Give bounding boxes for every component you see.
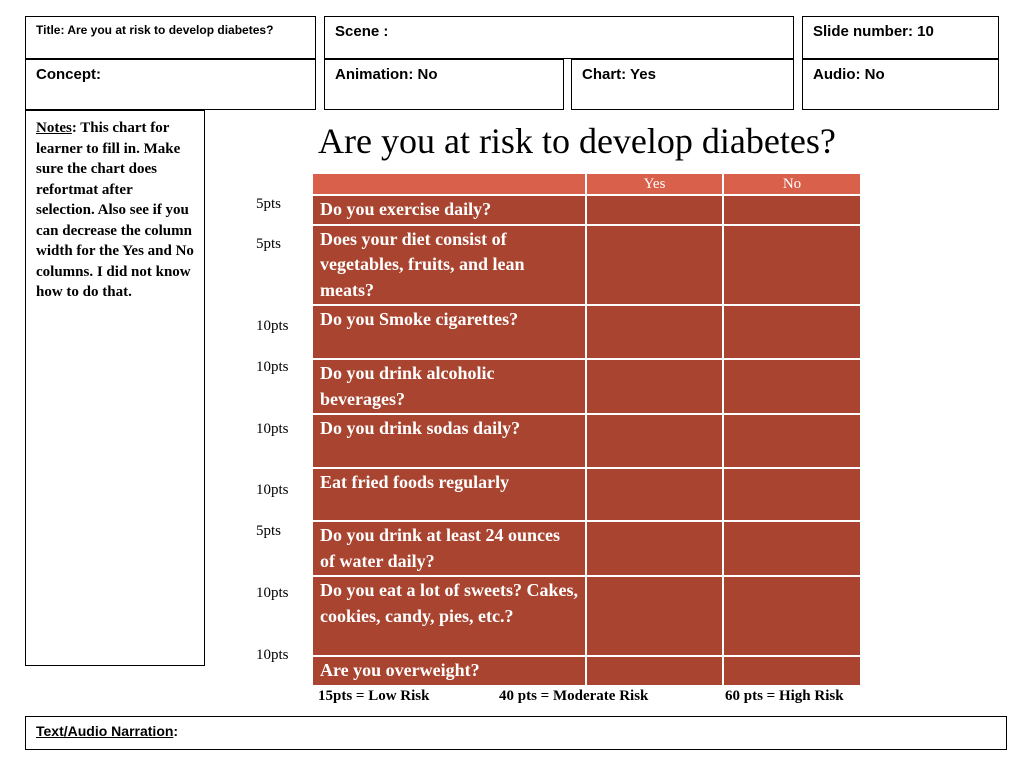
scene-text: Scene : (335, 23, 389, 40)
question-cell: Are you overweight? (311, 655, 587, 687)
notes-text: : This chart for learner to fill in. Mak… (36, 120, 194, 300)
points-label: 10pts (256, 359, 289, 375)
no-cell[interactable] (722, 467, 862, 522)
points-label: 10pts (256, 647, 289, 663)
slide-heading: Are you at risk to develop diabetes? (318, 121, 836, 161)
yes-cell[interactable] (585, 358, 724, 415)
no-cell[interactable] (722, 223, 862, 306)
no-cell[interactable] (722, 655, 862, 687)
animation-cell: Animation: No (324, 59, 564, 110)
yes-cell[interactable] (585, 655, 724, 687)
table-row: Do you drink at least 24 ounces of water… (311, 520, 862, 577)
table-header-row: Yes No (311, 172, 862, 196)
table-row: Do you drink alcoholic beverages? (311, 358, 862, 415)
yes-cell[interactable] (585, 520, 724, 577)
no-cell[interactable] (722, 575, 862, 657)
table-row: Do you exercise daily? (311, 194, 862, 226)
yes-cell[interactable] (585, 413, 724, 469)
question-cell: Do you drink at least 24 ounces of water… (311, 520, 587, 577)
audio-text: Audio: No (813, 66, 885, 83)
column-header-question (311, 172, 587, 196)
column-header-no: No (722, 172, 862, 196)
title-cell: Title: Are you at risk to develop diabet… (25, 16, 316, 59)
legend-moderate-risk: 40 pts = Moderate Risk (499, 688, 649, 704)
notes-label: Notes (36, 120, 72, 136)
no-cell[interactable] (722, 194, 862, 226)
yes-cell[interactable] (585, 575, 724, 657)
no-cell[interactable] (722, 413, 862, 469)
table-row: Are you overweight? (311, 655, 862, 687)
chart-text: Chart: Yes (582, 66, 656, 83)
notes-panel: Notes: This chart for learner to fill in… (25, 110, 205, 666)
narration-suffix: : (173, 723, 179, 739)
yes-cell[interactable] (585, 223, 724, 306)
slide-number-text: Slide number: 10 (813, 23, 934, 40)
question-cell: Eat fried foods regularly (311, 467, 587, 522)
points-label: 10pts (256, 585, 289, 601)
no-cell[interactable] (722, 520, 862, 577)
risk-table: Yes No Do you exercise daily? Does your … (311, 172, 862, 687)
question-cell: Do you eat a lot of sweets? Cakes, cooki… (311, 575, 587, 657)
chart-cell: Chart: Yes (571, 59, 794, 110)
question-cell: Do you drink sodas daily? (311, 413, 587, 469)
concept-cell: Concept: (25, 59, 316, 110)
yes-cell[interactable] (585, 194, 724, 226)
slide-number-cell: Slide number: 10 (802, 16, 999, 59)
points-label: 10pts (256, 482, 289, 498)
points-label: 10pts (256, 421, 289, 437)
points-label: 10pts (256, 318, 289, 334)
points-label: 5pts (256, 196, 282, 212)
yes-cell[interactable] (585, 467, 724, 522)
question-cell: Do you Smoke cigarettes? (311, 304, 587, 360)
narration-panel: Text/Audio Narration: (25, 716, 1007, 750)
table-row: Do you drink sodas daily? (311, 413, 862, 469)
column-header-yes: Yes (585, 172, 724, 196)
concept-text: Concept: (36, 66, 101, 83)
table-row: Do you eat a lot of sweets? Cakes, cooki… (311, 575, 862, 657)
points-label: 5pts (256, 236, 282, 252)
table-row: Eat fried foods regularly (311, 467, 862, 522)
points-label: 5pts (256, 523, 282, 539)
no-cell[interactable] (722, 304, 862, 360)
table-row: Do you Smoke cigarettes? (311, 304, 862, 360)
question-cell: Do you drink alcoholic beverages? (311, 358, 587, 415)
scene-cell: Scene : (324, 16, 794, 59)
no-cell[interactable] (722, 358, 862, 415)
question-cell: Do you exercise daily? (311, 194, 587, 226)
legend-high-risk: 60 pts = High Risk (725, 688, 844, 704)
table-row: Does your diet consist of vegetables, fr… (311, 223, 862, 306)
legend-low-risk: 15pts = Low Risk (318, 688, 430, 704)
narration-label: Text/Audio Narration (36, 723, 174, 739)
animation-text: Animation: No (335, 66, 438, 83)
title-text: Title: Are you at risk to develop diabet… (36, 23, 274, 37)
audio-cell: Audio: No (802, 59, 999, 110)
question-cell: Does your diet consist of vegetables, fr… (311, 223, 587, 306)
yes-cell[interactable] (585, 304, 724, 360)
